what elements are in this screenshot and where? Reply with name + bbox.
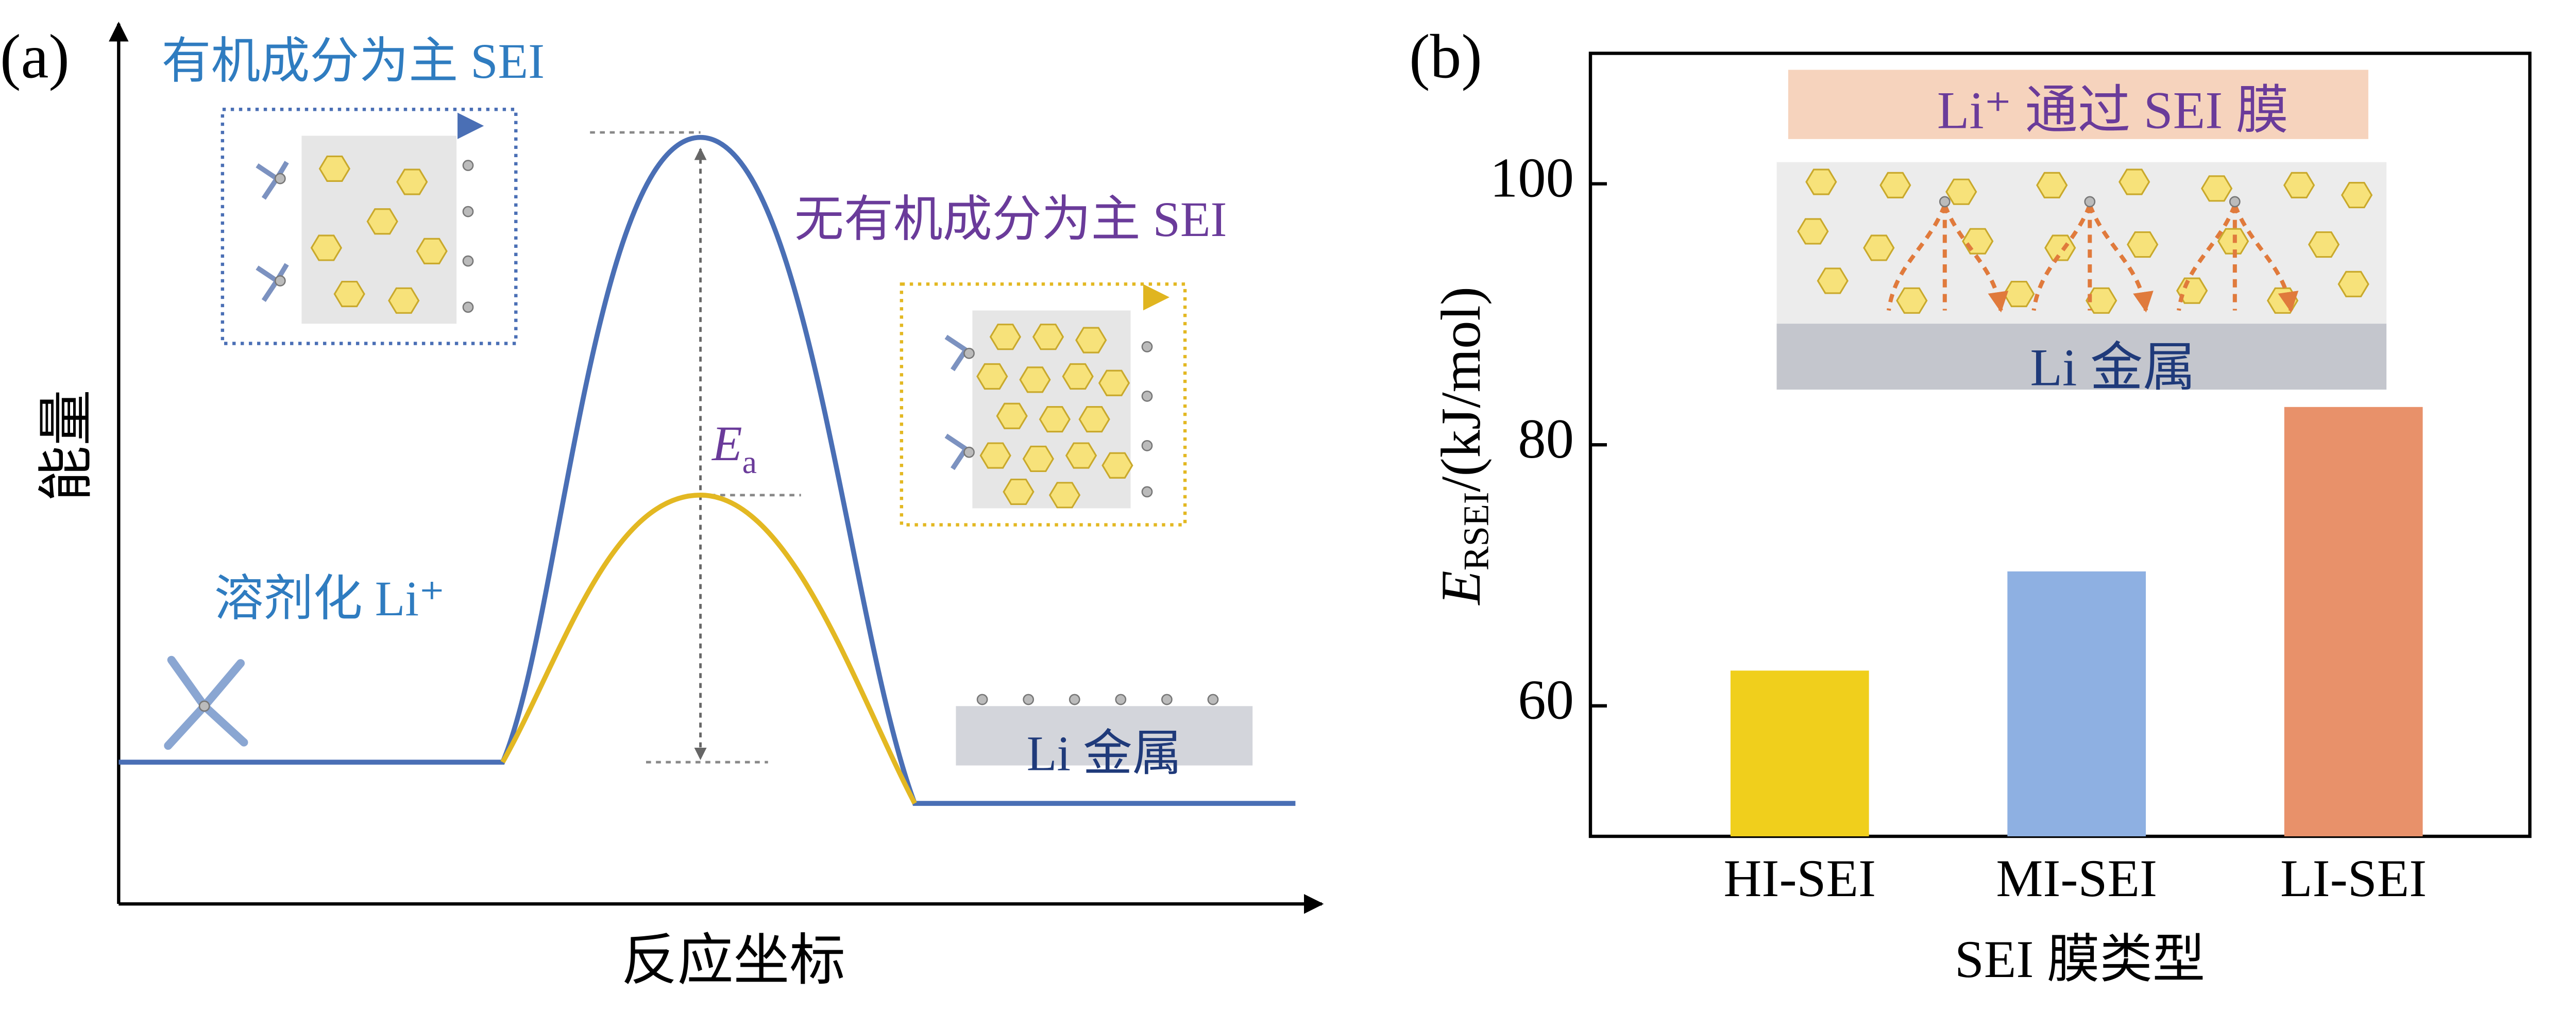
organic-inset [221,108,518,345]
hexagon [2119,169,2150,195]
li-ion [2229,196,2241,208]
y-axis-label: 能量 [36,390,98,502]
solvated-label: 溶剂化 Li⁺ [214,571,445,626]
y-tick-label: 60 [1518,669,1574,731]
li-ion [1939,196,1951,208]
panel-label: (b) [1409,23,1482,92]
inset-b: Li⁺ 通过 SEI 膜 Li 金属 [1776,70,2387,397]
organic-label: 有机成分为主 SEI [161,33,545,89]
x-tick-label: MI-SEI [1996,850,2157,908]
panel-a: (a) 能量 反应坐标 Ea 有机成分为主 SEI 无有机成分为主 SEI 溶剂… [0,22,1324,992]
hexagon [1945,178,1977,205]
inset-top-label: Li⁺ 通过 SEI 膜 [1937,82,2289,140]
metal-label: Li 金属 [1027,726,1182,781]
bar [2007,571,2146,836]
bar [2284,407,2423,836]
hexagon [1797,218,1829,245]
hexagon [2127,231,2159,258]
ea-label: Ea [711,416,757,480]
hexagon [1863,234,1895,261]
inorganic-curve [500,493,917,805]
hexagon [1879,172,1911,198]
inset-bottom-label: Li 金属 [2030,339,2195,397]
hexagon [1896,287,1928,314]
y-tick-label: 80 [1518,408,1574,470]
y-axis-label: ERSEI/(kJ/mol) [1430,287,1497,606]
hexagon [2341,182,2372,209]
li-metal-a: Li 金属 [956,694,1253,781]
hexagon [2283,172,2315,198]
hexagon [2201,175,2233,202]
hexagon [1805,169,1837,195]
organic-curve [118,134,1296,806]
hexagon [2036,172,2068,198]
panel-b: (b) Li⁺ 通过 SEI 膜 Li 金属 ERSEI/(kJ/mol) SE… [1409,23,2532,989]
y-tick-label: 100 [1490,147,1574,209]
inorganic-label: 无有机成分为主 SEI [794,192,1227,247]
inorganic-inset [900,282,1187,527]
hexagon [1962,228,1994,255]
x-tick-label: HI-SEI [1723,850,1876,908]
hexagon [2003,280,2035,308]
path-arrow [2177,204,2291,311]
hexagon [2308,231,2340,258]
hexagon [1817,267,1849,294]
hexagon [2337,271,2369,297]
solvated-icon [164,655,248,750]
path-arrow [2031,204,2146,311]
x-axis-label: 反应坐标 [621,930,845,992]
x-axis-label: SEI 膜类型 [1955,931,2205,989]
path-arrow [1887,204,2001,311]
li-ion [2084,196,2096,208]
x-tick-label: LI-SEI [2280,850,2427,908]
bar [1730,670,1869,836]
hexagon [2267,287,2298,314]
panel-label: (a) [0,23,70,92]
